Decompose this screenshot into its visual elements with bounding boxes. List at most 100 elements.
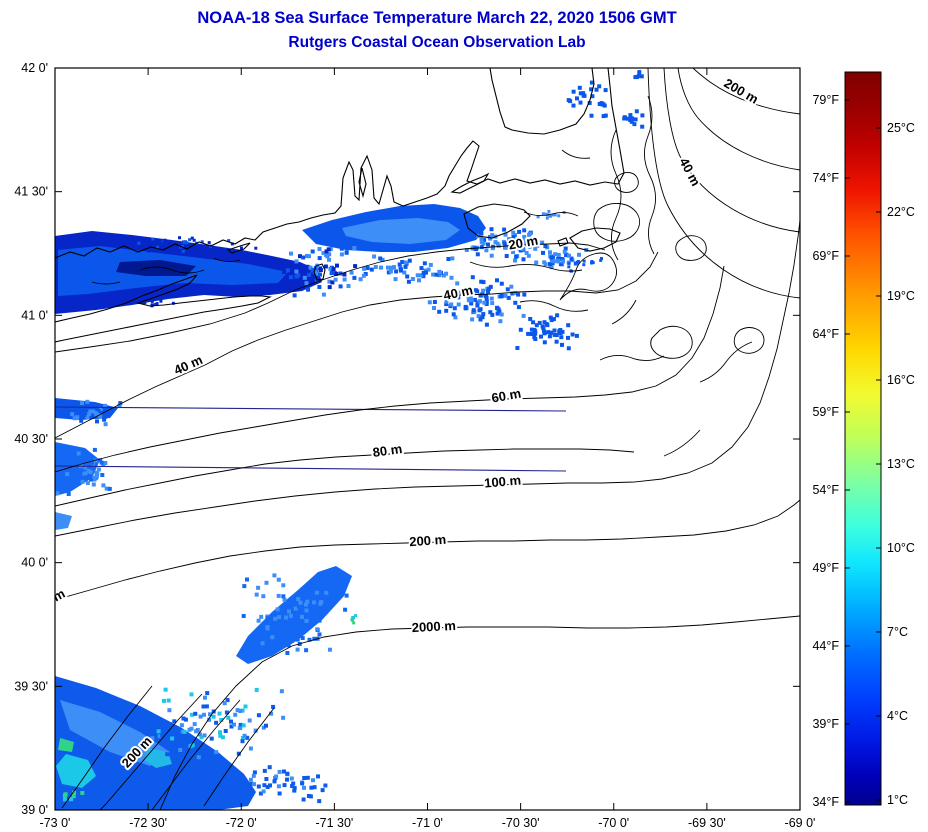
contour-label: 200 m [722,75,761,106]
sst-pixel [576,260,580,263]
sst-pixel [484,248,489,253]
sst-pixel [315,627,320,632]
sst-pixel [143,301,147,305]
sst-pixel [330,280,335,285]
bathymetry-contour [55,242,606,353]
sst-pixel [342,277,347,282]
sst-pixel [510,291,515,296]
colorbar-celsius-label: 19°C [887,289,915,303]
sst-pixel [574,333,579,338]
sst-pixel [146,238,150,242]
y-axis-tick-label: 39 30' [14,679,48,693]
sst-pixel [361,273,366,278]
sst-pixel [163,238,167,242]
sst-pixel [272,573,277,578]
sst-pixel [637,70,642,75]
sst-pixel [281,594,286,599]
sst-pixel [328,647,332,652]
sst-pixel [421,271,426,275]
sst-pixel [556,258,561,263]
sst-pixel [164,250,168,254]
sst-pixel [599,101,604,106]
bathymetry-contour [614,172,639,193]
sst-pixel [362,266,367,271]
sst-pixel [558,262,563,267]
bathymetry-contour [55,265,725,473]
sst-pixel [334,271,339,276]
sst-patch [116,260,196,276]
sst-pixel [103,422,108,427]
sst-pixel [484,322,489,327]
sst-pixel [200,245,204,249]
sst-pixel [232,722,236,727]
sst-pixel [238,709,243,713]
sst-pixel [289,630,294,635]
sst-pixel [469,298,474,303]
sst-pixel [76,451,81,456]
y-axis-tick-label: 40 0' [21,556,48,570]
sst-pixel [380,257,385,262]
sst-pixel [224,710,229,715]
sst-pixel [514,254,519,259]
sst-pixel [444,271,449,276]
sst-pixel [486,289,490,294]
sst-pixel [567,265,571,269]
sst-pixel [274,774,279,779]
sst-pixel [292,293,297,298]
sst-pixel [183,717,188,722]
sst-pixel [87,412,92,416]
sst-pixel [282,769,286,774]
sst-pixel [339,246,344,251]
sst-pixel [339,252,344,257]
sst-pixel [536,215,540,219]
sst-pixel-cluster [342,254,455,284]
sst-pixel-cluster [70,399,123,427]
contour-label: 40 m [676,155,703,188]
sst-pixel [566,335,570,340]
sst-pixel [342,272,347,277]
sst-pixel [495,311,500,316]
sst-pixel [323,783,328,788]
sst-pixel [551,213,555,217]
sst-pixel [96,467,101,472]
sst-pixel-cluster [427,275,527,327]
sst-pixel [456,302,461,307]
sst-pixel [549,330,554,335]
sst-pixel [509,284,514,289]
sst-pixel [475,303,480,308]
sst-pixel [305,599,310,604]
sst-pixel [563,246,568,251]
sst-pixel [172,249,176,253]
sst-pixel [521,313,526,318]
sst-pixel [490,233,495,238]
sst-pixel [539,334,543,339]
sst-pixel [317,285,322,289]
sst-pixel-cluster [515,313,579,351]
sst-pixel [310,249,315,254]
sst-pixel [91,482,96,487]
sst-pixel [379,265,383,270]
sst-pixel [62,797,67,802]
sst-pixel [513,258,517,263]
sst-pixel [284,615,288,620]
bathymetry-contour [151,699,241,810]
sst-pixel [527,244,532,249]
sst-pixel-cluster [567,257,603,273]
bathymetry-contour [55,448,635,507]
sst-pixel [543,244,548,249]
sst-pixel [553,213,557,217]
sst-pixel [333,277,338,282]
sst-pixel [499,281,504,286]
bathymetry-contour [677,68,800,171]
coastline [55,274,272,343]
bathymetry-contour [139,266,205,274]
sst-pixel [70,469,75,474]
sst-pixel [317,256,322,261]
sst-pixel [503,293,508,298]
sst-pixel [87,403,92,408]
sst-pixel [406,279,411,284]
bathymetry-contour [55,219,800,537]
sst-pixel [393,277,398,282]
sst-pixel [80,401,84,406]
sst-pixel [541,250,545,255]
